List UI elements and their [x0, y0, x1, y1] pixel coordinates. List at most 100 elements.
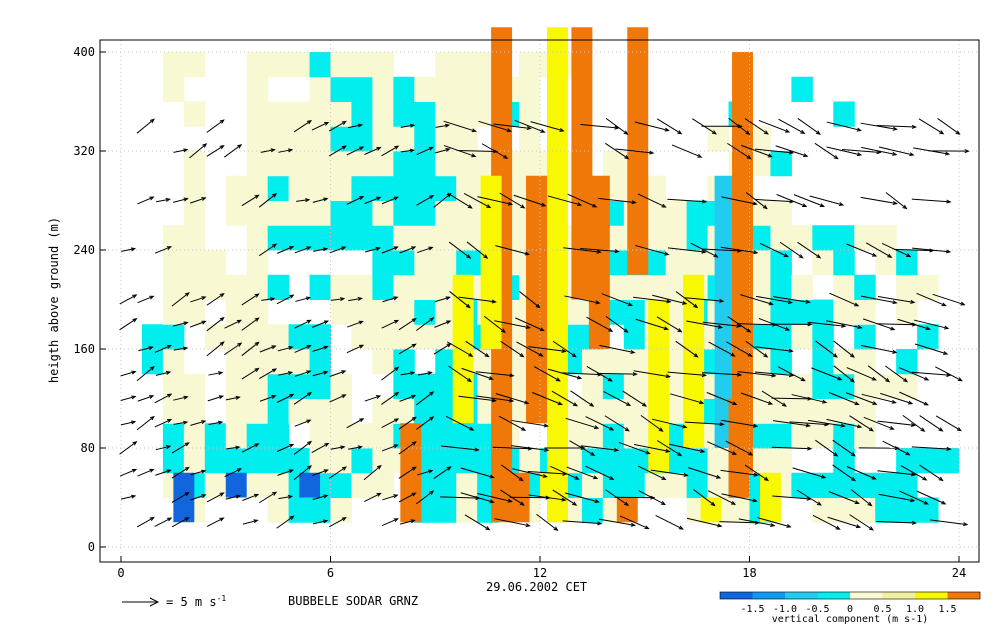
- wind-arrow-shaft: [744, 118, 769, 135]
- wind-arrow-head: [375, 395, 382, 399]
- wind-arrow: [512, 468, 548, 478]
- wind-arrow-head: [323, 345, 329, 350]
- wind-arrow-head: [182, 346, 189, 351]
- wind-arrow-shaft: [745, 340, 768, 358]
- wind-arrow-shaft: [311, 443, 329, 453]
- wind-arrow: [399, 394, 417, 402]
- wind-arrow-head: [719, 298, 725, 303]
- wind-arrow-head: [957, 377, 963, 382]
- field-cell: [267, 151, 290, 177]
- wind-arrow: [120, 370, 137, 377]
- wind-arrow-head: [525, 325, 531, 330]
- wind-arrow: [622, 390, 648, 407]
- wind-arrow-head: [902, 204, 908, 210]
- field-cell: [854, 349, 876, 375]
- wind-arrow-head: [892, 300, 898, 305]
- wind-arrow-shaft: [902, 414, 925, 432]
- field-cell: [602, 349, 625, 375]
- wind-arrow-head: [941, 500, 947, 505]
- wind-arrow-head: [271, 345, 277, 350]
- wind-arrow: [656, 316, 683, 333]
- wind-arrow-head: [506, 128, 512, 133]
- wind-arrow: [294, 370, 312, 377]
- wind-arrow-head: [518, 476, 524, 482]
- wind-arrow: [241, 194, 260, 207]
- wind-arrow-head: [892, 349, 898, 354]
- wind-arrow-head: [409, 123, 416, 128]
- field-cell: [351, 151, 373, 177]
- wind-arrow-shaft: [312, 469, 328, 476]
- wind-arrow: [477, 196, 514, 206]
- field-cell: [456, 497, 478, 523]
- wind-arrow: [154, 246, 172, 254]
- wind-arrow: [399, 246, 417, 254]
- wind-arrow-head: [411, 492, 417, 497]
- wind-arrow-shaft: [120, 371, 136, 377]
- wind-arrow: [494, 518, 531, 528]
- wind-arrow-shaft: [638, 490, 666, 505]
- wind-arrow-shaft: [120, 421, 136, 426]
- wind-arrow-shaft: [241, 341, 259, 357]
- field-cell: [665, 200, 688, 226]
- wind-arrow: [312, 197, 329, 203]
- wind-arrow: [466, 241, 489, 259]
- wind-arrow: [364, 147, 382, 155]
- field-cell: [456, 101, 478, 127]
- wind-arrow: [586, 316, 614, 332]
- wind-arrow-head: [762, 204, 768, 210]
- field-cell: [854, 423, 876, 449]
- field-cell: [393, 126, 415, 152]
- wind-arrow: [258, 243, 278, 257]
- wind-arrow-shaft: [702, 321, 741, 327]
- wind-arrow-shaft: [481, 143, 508, 159]
- wind-arrow-shaft: [278, 495, 292, 500]
- field-cell: [665, 225, 688, 251]
- wind-arrow-head: [607, 377, 613, 382]
- wind-arrow: [311, 121, 330, 131]
- wind-arrow-shaft: [398, 466, 417, 479]
- wind-arrow: [792, 467, 827, 479]
- field-cell: [288, 398, 311, 424]
- wind-arrow: [137, 468, 155, 477]
- field-cell: [623, 324, 646, 350]
- wind-arrow-shaft: [400, 149, 414, 153]
- wind-arrow-shaft: [119, 441, 137, 455]
- wind-arrow-head: [572, 402, 579, 407]
- wind-arrow-head: [149, 118, 155, 124]
- wind-arrow: [382, 494, 399, 501]
- field-cell: [309, 151, 331, 177]
- wind-arrow: [119, 318, 138, 331]
- wind-arrow-head: [272, 243, 278, 248]
- wind-arrow-shaft: [885, 192, 907, 209]
- wind-arrow: [348, 445, 363, 450]
- wind-arrow: [206, 517, 225, 527]
- field-cell: [435, 299, 457, 325]
- wind-arrow-head: [507, 201, 514, 206]
- field-cell: [519, 76, 541, 102]
- wind-arrow-shaft: [778, 118, 805, 134]
- wind-arrow-head: [589, 402, 595, 407]
- field-cell: [372, 126, 394, 152]
- wind-arrow-shaft: [224, 319, 242, 329]
- wind-arrow: [223, 144, 243, 158]
- wind-arrow-shaft: [618, 441, 650, 455]
- wind-arrow-shaft: [382, 494, 398, 501]
- wind-arrow-shaft: [777, 366, 805, 382]
- wind-arrow-shaft: [241, 293, 259, 306]
- field-cell: [225, 448, 248, 474]
- wind-arrow-shaft: [914, 343, 948, 355]
- wind-arrow-shaft: [434, 296, 450, 303]
- field-cell: [770, 324, 792, 350]
- wind-arrow-head: [184, 292, 190, 297]
- wind-arrow: [570, 390, 595, 407]
- wind-arrow-head: [289, 515, 295, 520]
- wind-arrow: [562, 520, 603, 526]
- field-cell: [414, 274, 436, 300]
- wind-arrow: [261, 297, 276, 302]
- wind-arrow-head: [592, 203, 598, 208]
- wind-arrow-head: [254, 341, 260, 347]
- wind-arrow: [878, 493, 916, 503]
- wind-arrow: [312, 469, 329, 476]
- wind-arrow-head: [235, 494, 242, 499]
- wind-arrow-head: [485, 526, 491, 531]
